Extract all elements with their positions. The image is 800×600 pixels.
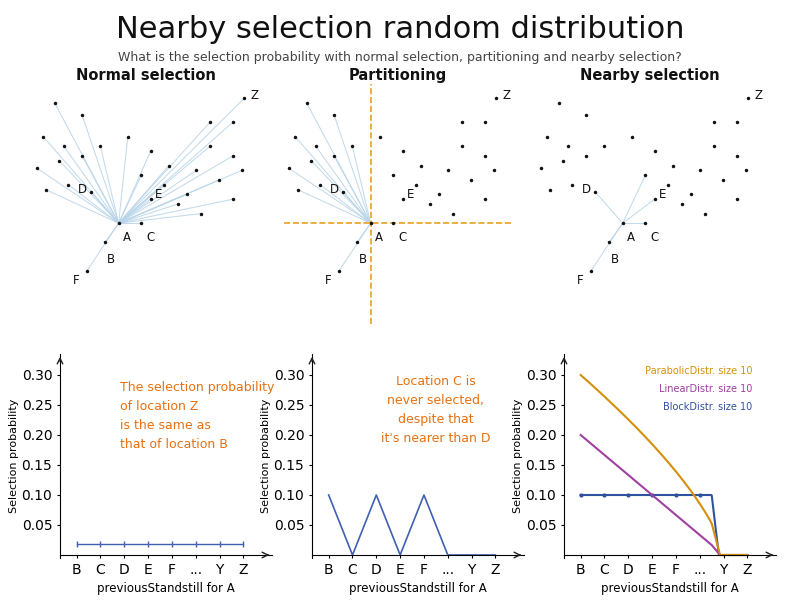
- Text: LinearDistr. size 10: LinearDistr. size 10: [659, 384, 752, 394]
- Text: ParabolicDistr. size 10: ParabolicDistr. size 10: [645, 366, 752, 376]
- Text: B: B: [107, 253, 115, 266]
- Text: D: D: [330, 183, 338, 196]
- Y-axis label: Selection probability: Selection probability: [513, 399, 523, 513]
- Text: C: C: [146, 231, 154, 244]
- Text: Z: Z: [503, 89, 511, 103]
- Text: E: E: [659, 188, 666, 201]
- Text: A: A: [375, 231, 383, 244]
- Text: The selection probability
of location Z
is the same as
that of location B: The selection probability of location Z …: [119, 381, 274, 451]
- Y-axis label: Selection probability: Selection probability: [261, 399, 271, 513]
- X-axis label: previousStandstill for A: previousStandstill for A: [349, 582, 487, 595]
- Text: F: F: [577, 274, 584, 287]
- X-axis label: previousStandstill for A: previousStandstill for A: [97, 582, 235, 595]
- Title: Nearby selection: Nearby selection: [580, 68, 720, 83]
- Text: A: A: [123, 231, 131, 244]
- Text: C: C: [650, 231, 658, 244]
- Text: Location C is
never selected,
despite that
it's nearer than D: Location C is never selected, despite th…: [381, 375, 490, 445]
- Text: D: D: [78, 183, 86, 196]
- Text: E: E: [407, 188, 414, 201]
- Text: D: D: [582, 183, 590, 196]
- Text: Nearby selection random distribution: Nearby selection random distribution: [116, 15, 684, 44]
- Title: Normal selection: Normal selection: [76, 68, 216, 83]
- Text: F: F: [73, 274, 80, 287]
- Title: Partitioning: Partitioning: [349, 68, 447, 83]
- Text: B: B: [359, 253, 367, 266]
- Y-axis label: Selection probability: Selection probability: [9, 399, 19, 513]
- Text: Z: Z: [251, 89, 259, 103]
- X-axis label: previousStandstill for A: previousStandstill for A: [601, 582, 739, 595]
- Text: BlockDistr. size 10: BlockDistr. size 10: [663, 402, 752, 412]
- Text: E: E: [155, 188, 162, 201]
- Text: Z: Z: [755, 89, 763, 103]
- Text: B: B: [611, 253, 619, 266]
- Text: A: A: [627, 231, 635, 244]
- Text: F: F: [325, 274, 332, 287]
- Text: C: C: [398, 231, 406, 244]
- Text: What is the selection probability with normal selection, partitioning and nearby: What is the selection probability with n…: [118, 51, 682, 64]
